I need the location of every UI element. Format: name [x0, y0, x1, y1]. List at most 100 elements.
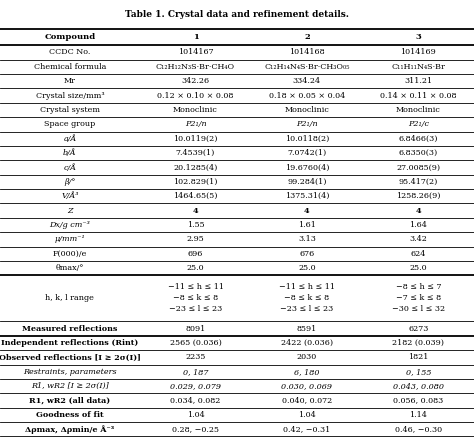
Text: 2182 (0.039): 2182 (0.039): [392, 339, 444, 347]
Text: 1.04: 1.04: [298, 411, 316, 419]
Text: 1375.31(4): 1375.31(4): [285, 192, 329, 200]
Text: 0.46, −0.30: 0.46, −0.30: [395, 425, 442, 433]
Text: 334.24: 334.24: [293, 77, 321, 85]
Text: 1.61: 1.61: [298, 221, 316, 229]
Text: μ/mm⁻¹: μ/mm⁻¹: [55, 235, 85, 243]
Text: 1464.65(5): 1464.65(5): [173, 192, 218, 200]
Text: Restraints, parameters: Restraints, parameters: [23, 368, 117, 376]
Text: R1, wR2 [I ≥ 2σ(I)]: R1, wR2 [I ≥ 2σ(I)]: [31, 382, 109, 390]
Text: 2: 2: [304, 33, 310, 41]
Text: 0, 187: 0, 187: [183, 368, 208, 376]
Text: P2₁/n: P2₁/n: [185, 121, 206, 128]
Text: 7.0742(1): 7.0742(1): [287, 149, 327, 157]
Text: 0.18 × 0.05 × 0.04: 0.18 × 0.05 × 0.04: [269, 92, 345, 99]
Text: 4: 4: [416, 207, 421, 215]
Text: 10.0119(2): 10.0119(2): [173, 135, 218, 143]
Text: a/Å: a/Å: [64, 135, 76, 143]
Text: Table 1. Crystal data and refinement details.: Table 1. Crystal data and refinement det…: [125, 10, 349, 18]
Text: 99.284(1): 99.284(1): [287, 178, 327, 186]
Text: 6273: 6273: [408, 325, 428, 333]
Text: 95.417(2): 95.417(2): [399, 178, 438, 186]
Text: P2₁/c: P2₁/c: [408, 121, 429, 128]
Text: 7.4539(1): 7.4539(1): [176, 149, 215, 157]
Text: 1258.26(9): 1258.26(9): [396, 192, 440, 200]
Text: 0.42, −0.31: 0.42, −0.31: [283, 425, 330, 433]
Text: 0.030, 0.069: 0.030, 0.069: [282, 382, 332, 390]
Text: 0.12 × 0.10 × 0.08: 0.12 × 0.10 × 0.08: [157, 92, 234, 99]
Text: 20.1285(4): 20.1285(4): [173, 164, 218, 172]
Text: θmax/°: θmax/°: [56, 264, 84, 272]
Text: 1014167: 1014167: [178, 48, 213, 56]
Text: 0, 155: 0, 155: [406, 368, 431, 376]
Text: 102.829(1): 102.829(1): [173, 178, 218, 186]
Text: Dx/g cm⁻³: Dx/g cm⁻³: [49, 221, 91, 229]
Text: 25.0: 25.0: [187, 264, 204, 272]
Text: Crystal system: Crystal system: [40, 106, 100, 114]
Text: 0.034, 0.082: 0.034, 0.082: [170, 396, 221, 404]
Text: R1, wR2 (all data): R1, wR2 (all data): [29, 396, 110, 404]
Text: 0.040, 0.072: 0.040, 0.072: [282, 396, 332, 404]
Text: 19.6760(4): 19.6760(4): [285, 164, 329, 172]
Text: 8091: 8091: [185, 325, 206, 333]
Text: 2422 (0.036): 2422 (0.036): [281, 339, 333, 347]
Text: 2030: 2030: [297, 353, 317, 361]
Text: 3.13: 3.13: [298, 235, 316, 243]
Text: Measured reflections: Measured reflections: [22, 325, 118, 333]
Text: Monoclinic: Monoclinic: [173, 106, 218, 114]
Text: 3: 3: [415, 33, 421, 41]
Text: 8591: 8591: [297, 325, 317, 333]
Text: 311.21: 311.21: [404, 77, 432, 85]
Text: 25.0: 25.0: [298, 264, 316, 272]
Text: CCDC No.: CCDC No.: [49, 48, 91, 56]
Text: Chemical formula: Chemical formula: [34, 63, 106, 71]
Text: −8 ≤ h ≤ 7
−7 ≤ k ≤ 8
−30 ≤ l ≤ 32: −8 ≤ h ≤ 7 −7 ≤ k ≤ 8 −30 ≤ l ≤ 32: [392, 283, 445, 313]
Text: Monoclinic: Monoclinic: [284, 106, 329, 114]
Text: 1014169: 1014169: [401, 48, 436, 56]
Text: β/°: β/°: [64, 178, 75, 186]
Text: 0.14 × 0.11 × 0.08: 0.14 × 0.11 × 0.08: [380, 92, 456, 99]
Text: 696: 696: [188, 250, 203, 258]
Text: 6.8350(3): 6.8350(3): [399, 149, 438, 157]
Text: 0.043, 0.080: 0.043, 0.080: [393, 382, 444, 390]
Text: Δρmax, Δρmin/e Å⁻³: Δρmax, Δρmin/e Å⁻³: [25, 425, 115, 434]
Text: 6, 180: 6, 180: [294, 368, 319, 376]
Text: −11 ≤ h ≤ 11
−8 ≤ k ≤ 8
−23 ≤ l ≤ 23: −11 ≤ h ≤ 11 −8 ≤ k ≤ 8 −23 ≤ l ≤ 23: [167, 283, 224, 313]
Text: 0.056, 0.083: 0.056, 0.083: [393, 396, 444, 404]
Text: 0.029, 0.079: 0.029, 0.079: [170, 382, 221, 390]
Text: Crystal size/mm³: Crystal size/mm³: [36, 92, 104, 99]
Text: 4: 4: [193, 207, 198, 215]
Text: Compound: Compound: [44, 33, 96, 41]
Text: 6.8466(3): 6.8466(3): [399, 135, 438, 143]
Text: P2₁/n: P2₁/n: [296, 121, 318, 128]
Text: 1014168: 1014168: [289, 48, 325, 56]
Text: 342.26: 342.26: [182, 77, 210, 85]
Text: 4: 4: [304, 207, 310, 215]
Text: 10.0118(2): 10.0118(2): [285, 135, 329, 143]
Text: Observed reflections [I ≥ 2σ(I)]: Observed reflections [I ≥ 2σ(I)]: [0, 353, 141, 361]
Text: Independent reflections (Rint): Independent reflections (Rint): [1, 339, 138, 347]
Text: C₁₁H₁₁N₄S·Br: C₁₁H₁₁N₄S·Br: [392, 63, 445, 71]
Text: 2235: 2235: [185, 353, 206, 361]
Text: 2565 (0.036): 2565 (0.036): [170, 339, 221, 347]
Text: b/Å: b/Å: [63, 149, 77, 157]
Text: 2.95: 2.95: [187, 235, 204, 243]
Text: 25.0: 25.0: [410, 264, 427, 272]
Text: C₁₂H₁₄N₄S·Br·CH₃O₀₅: C₁₂H₁₄N₄S·Br·CH₃O₀₅: [264, 63, 350, 71]
Text: h, k, l range: h, k, l range: [46, 294, 94, 302]
Text: Monoclinic: Monoclinic: [396, 106, 441, 114]
Text: C₁₂H₁₂N₃S·Br·CH₄O: C₁₂H₁₂N₃S·Br·CH₄O: [156, 63, 235, 71]
Text: Mr: Mr: [64, 77, 76, 85]
Text: 1.14: 1.14: [410, 411, 427, 419]
Text: 1.55: 1.55: [187, 221, 204, 229]
Text: Z: Z: [67, 207, 73, 215]
Text: 1: 1: [192, 33, 199, 41]
Text: 0.28, −0.25: 0.28, −0.25: [172, 425, 219, 433]
Text: Space group: Space group: [44, 121, 96, 128]
Text: 1.04: 1.04: [187, 411, 204, 419]
Text: c/Å: c/Å: [64, 164, 76, 172]
Text: 27.0085(9): 27.0085(9): [396, 164, 440, 172]
Text: 1821: 1821: [408, 353, 428, 361]
Text: F(000)/e: F(000)/e: [53, 250, 87, 258]
Text: 1.64: 1.64: [410, 221, 427, 229]
Text: −11 ≤ h ≤ 11
−8 ≤ k ≤ 8
−23 ≤ l ≤ 23: −11 ≤ h ≤ 11 −8 ≤ k ≤ 8 −23 ≤ l ≤ 23: [279, 283, 335, 313]
